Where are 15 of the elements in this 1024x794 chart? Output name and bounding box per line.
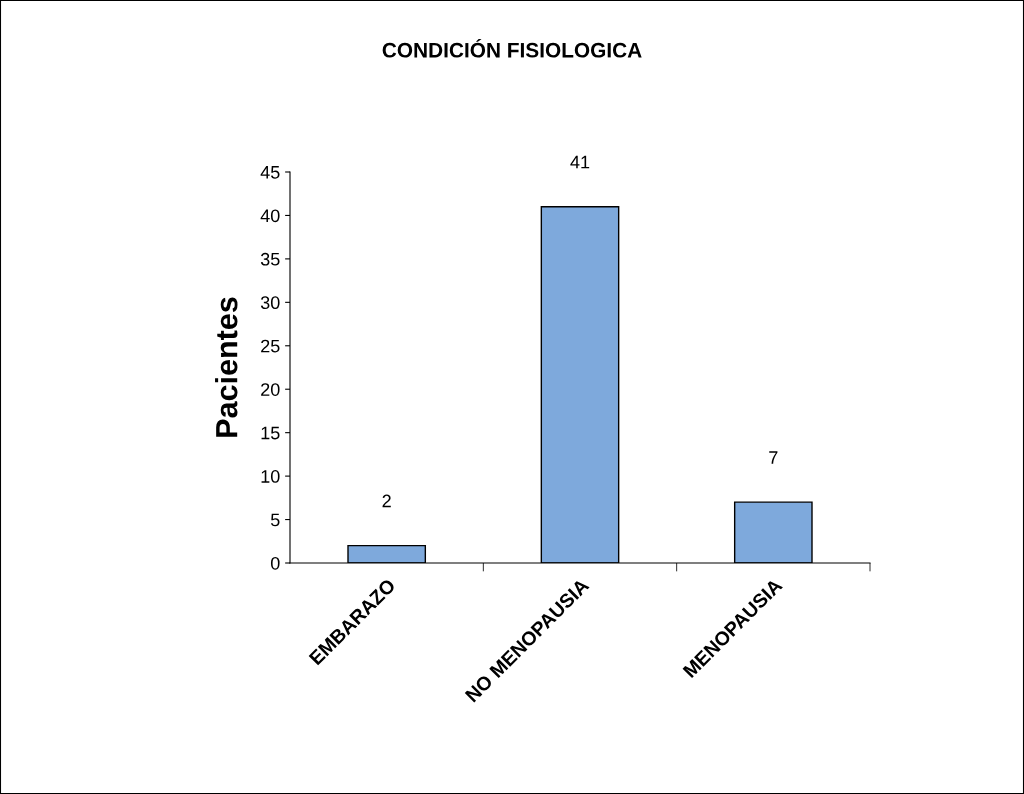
y-tick-label: 10 <box>261 470 280 483</box>
y-tick-label: 20 <box>261 383 280 396</box>
data-label: 7 <box>769 451 778 464</box>
y-tick-label: 30 <box>260 296 280 310</box>
y-tick-label: 5 <box>270 513 280 527</box>
y-tick-label: 25 <box>261 339 280 353</box>
data-label: 41 <box>570 155 590 169</box>
y-tick-label: 45 <box>260 166 280 179</box>
y-tick-label: 0 <box>270 556 280 570</box>
y-tick-label: 15 <box>261 426 280 440</box>
y-tick-label: 40 <box>260 209 280 223</box>
y-tick-label: 35 <box>260 252 280 266</box>
data-label: 2 <box>382 494 391 508</box>
y-axis-title: Pacientes <box>215 297 238 437</box>
chart-title: CONDICIÓN FISIOLOGICA <box>382 38 642 58</box>
